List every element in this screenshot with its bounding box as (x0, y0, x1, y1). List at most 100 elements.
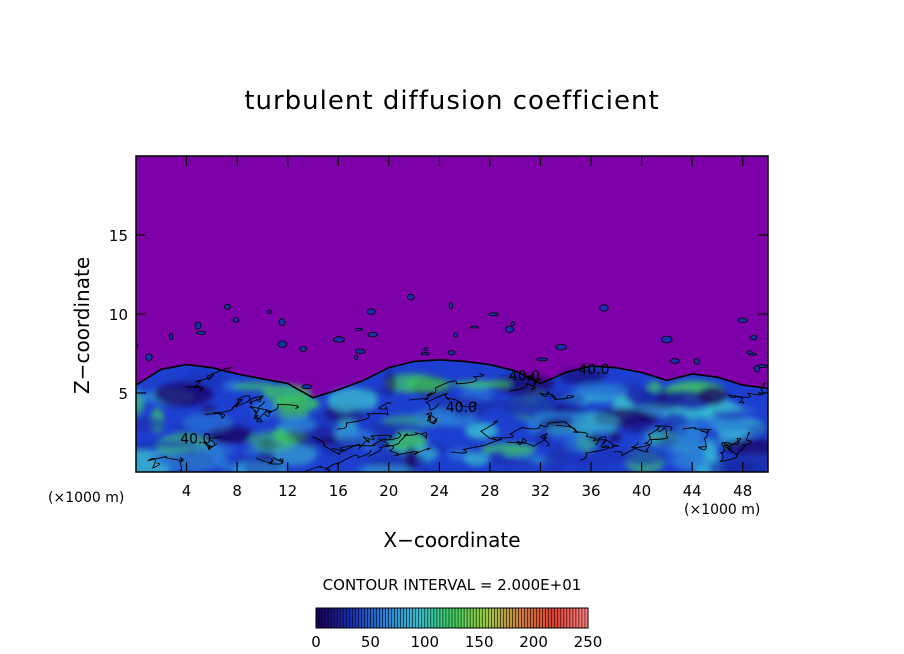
isolated-patch (555, 344, 567, 351)
colorbar-swatch (379, 608, 383, 628)
isolated-patch (753, 365, 760, 373)
colorbar-swatch (467, 608, 471, 628)
x-tick-label: 24 (430, 482, 449, 500)
contour-line (147, 456, 184, 472)
colorbar-swatch (433, 608, 438, 628)
colorbar-swatch (337, 608, 341, 628)
colorbar-tick-label: 50 (361, 633, 380, 651)
y-tick-label: 10 (109, 306, 128, 324)
contour-line (491, 421, 579, 439)
texture-blob (404, 446, 418, 471)
texture-blob (136, 393, 145, 415)
colorbar-swatch (536, 608, 540, 628)
colorbar-swatch (578, 608, 583, 628)
colorbar-swatch (455, 608, 459, 628)
colorbar-tick-label: 250 (574, 633, 603, 651)
colorbar-swatch (482, 608, 486, 628)
colorbar-swatch (560, 608, 565, 628)
x-axis-label: X−coordinate (383, 528, 521, 552)
contour-line (425, 412, 438, 425)
colorbar-swatch (485, 608, 489, 628)
contour-label: 40.0 (180, 432, 211, 448)
isolated-patch (510, 321, 515, 327)
colorbar-swatch (355, 608, 359, 628)
isolated-patch (423, 347, 428, 352)
contour-line (204, 395, 264, 420)
texture-blob (248, 430, 298, 452)
colorbar-swatch (584, 608, 589, 628)
colorbar-frame (315, 607, 589, 629)
contour-line (613, 427, 669, 457)
contour-line (255, 456, 284, 465)
colorbar-swatch (346, 608, 350, 628)
y-axis-ticks: 5 10 15 (109, 227, 768, 403)
texture-blob (153, 382, 214, 407)
isolated-patch (504, 325, 515, 333)
contour-line (331, 434, 393, 452)
colorbar-swatch (364, 608, 368, 628)
x-unit-left: (×1000 m) (48, 490, 125, 506)
contour-line (509, 374, 541, 392)
colorbar-swatch (325, 608, 329, 628)
texture-blob (384, 369, 397, 396)
colorbar-swatch (394, 608, 398, 628)
texture-blob (136, 450, 164, 457)
contour-line (506, 433, 550, 448)
colorbar-swatch (367, 608, 371, 628)
texture-blob (674, 422, 698, 442)
x-unit-right: (×1000 m) (684, 502, 761, 518)
colorbar-swatch (406, 608, 410, 628)
colorbar-swatch (500, 608, 504, 628)
isolated-patch (232, 317, 239, 323)
texture-blob (677, 400, 710, 410)
x-tick-label: 48 (733, 482, 752, 500)
colorbar-swatch (397, 608, 401, 628)
isolated-patch (448, 302, 454, 310)
isolated-patch (223, 303, 231, 310)
colorbar-swatch (424, 608, 429, 628)
colorbar-swatch (376, 608, 380, 628)
texture-blob (697, 386, 728, 406)
colorbar-swatch (563, 608, 568, 628)
colorbar-swatch (427, 608, 432, 628)
colorbar-swatch (319, 608, 323, 628)
x-tick-label: 8 (232, 482, 242, 500)
texture-blob (277, 417, 317, 433)
contour-line (556, 424, 607, 446)
isolated-patch (599, 304, 609, 312)
texture-blob (327, 387, 378, 413)
x-axis-ticks: 4 8 12 16 20 24 28 32 36 40 44 48 (182, 156, 752, 500)
colorbar-ticks: 0 50 100 150 200 250 (311, 633, 602, 651)
colorbar-swatch (506, 608, 510, 628)
colorbar-swatch (322, 608, 326, 628)
isolated-patch (267, 309, 272, 314)
texture-blob (321, 442, 353, 458)
colorbar-swatch (382, 608, 386, 628)
contour-line (719, 437, 741, 463)
colorbar-swatch (361, 608, 365, 628)
x-tick-label: 20 (379, 482, 398, 500)
colorbar-swatch (400, 608, 404, 628)
colorbar-swatch (569, 608, 574, 628)
colorbar-swatch (524, 608, 528, 628)
colorbar-swatch (328, 608, 332, 628)
isolated-patch (470, 325, 479, 329)
isolated-patch (661, 335, 673, 344)
isolated-patch (277, 340, 288, 348)
x-tick-label: 28 (480, 482, 499, 500)
contour-line (409, 373, 485, 401)
colorbar-swatch (418, 608, 423, 628)
x-tick-label: 36 (581, 482, 600, 500)
texture-blob (575, 383, 628, 397)
turbulence-texture (136, 367, 768, 472)
contour-line (305, 449, 372, 472)
colorbar-swatch (470, 608, 474, 628)
contour-line (337, 402, 392, 430)
colorbar-swatch (316, 608, 320, 628)
colorbar-swatch (479, 608, 483, 628)
texture-blob (413, 407, 457, 426)
colorbar-swatch (370, 608, 374, 628)
colorbar-swatch (403, 608, 407, 628)
contour-line (312, 431, 401, 456)
